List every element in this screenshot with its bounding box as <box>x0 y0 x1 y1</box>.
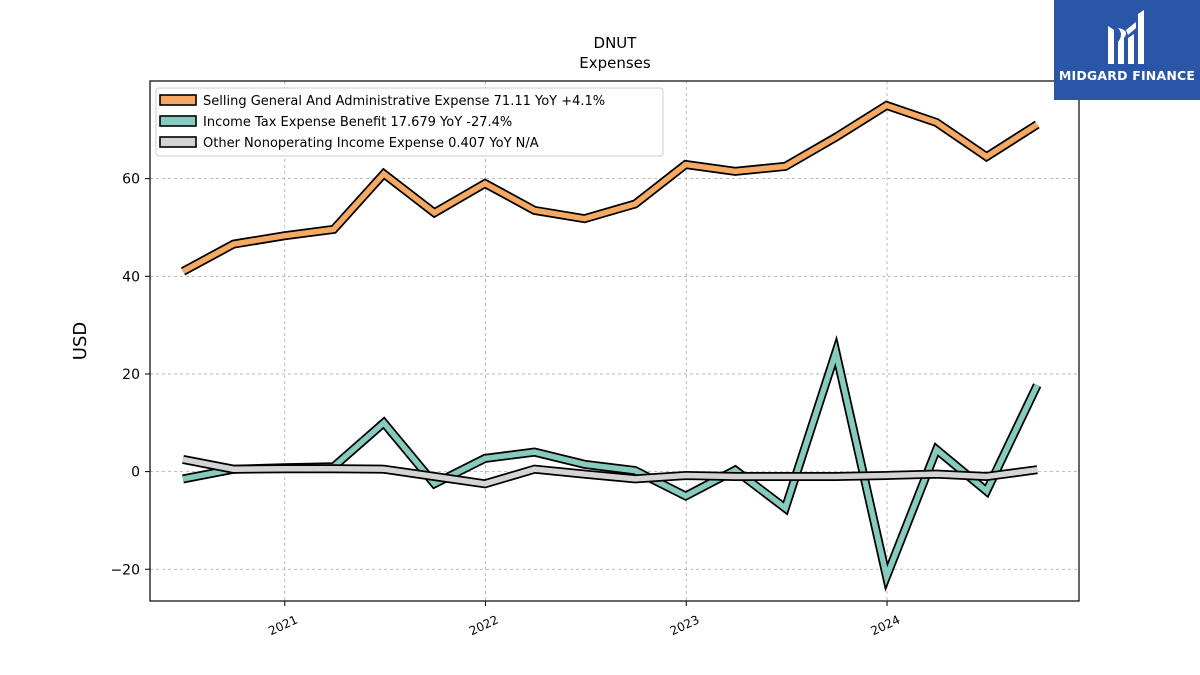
legend-box <box>155 87 664 157</box>
series-line <box>182 456 1038 487</box>
x-tick-label: 2024 <box>869 613 903 639</box>
legend-label: Other Nonoperating Income Expense 0.407 … <box>203 136 539 151</box>
plot-frame <box>149 80 1080 602</box>
legend-swatch <box>159 115 197 127</box>
y-tick-label: −20 <box>110 562 140 578</box>
x-tick-label: 2022 <box>467 613 501 639</box>
series-lines <box>180 100 1042 592</box>
grid <box>150 81 1079 601</box>
x-axis: 2021 2022 2023 2024 <box>266 601 902 638</box>
legend-label: Selling General And Administrative Expen… <box>203 94 605 109</box>
legend-label: Income Tax Expense Benefit 17.679 YoY -2… <box>203 115 512 130</box>
y-axis-label: USD <box>70 322 91 360</box>
y-axis: −20 0 20 40 60 <box>110 172 150 578</box>
x-tick-label: 2023 <box>668 613 702 639</box>
y-tick-label: 0 <box>131 465 140 481</box>
brand-name: MIDGARD FINANCE <box>1058 68 1196 83</box>
brand-mark-icon <box>1108 10 1144 64</box>
y-tick-label: 60 <box>122 172 140 188</box>
chart-subtitle: Expenses <box>579 54 651 72</box>
y-tick-label: 40 <box>122 269 140 285</box>
brand-logo: MIDGARD FINANCE <box>1054 0 1200 100</box>
legend-swatch <box>159 136 197 148</box>
y-tick-label: 20 <box>122 367 140 383</box>
series-line <box>181 102 1039 274</box>
legend-swatch <box>159 94 197 106</box>
legend: Selling General And Administrative Expen… <box>155 87 664 157</box>
x-tick-label: 2021 <box>266 613 300 639</box>
chart-title: DNUT <box>594 34 638 52</box>
